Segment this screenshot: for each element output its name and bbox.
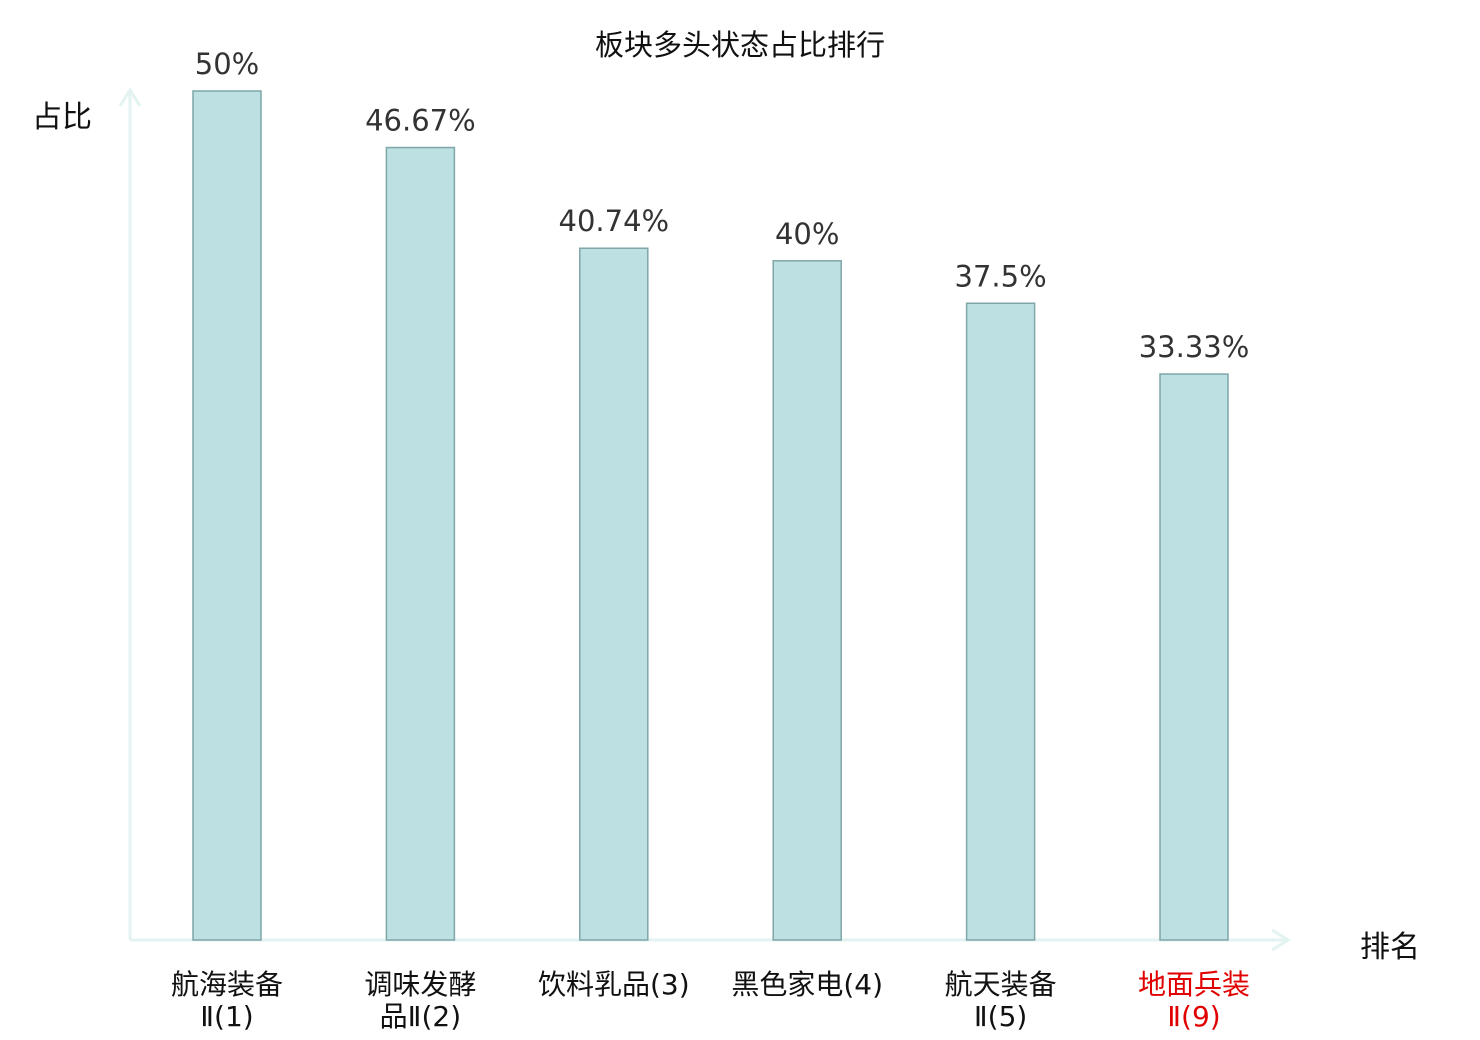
bars: 50% 航海装备 Ⅱ(1) 46.67% 调味发酵品Ⅱ(2) 40.74% 饮料乳品(3) 4… <box>171 47 1250 1033</box>
x-tick-label-line: 航天装备 <box>945 968 1057 1001</box>
x-tick-label-line: 地面兵装 <box>1138 968 1250 1001</box>
x-axis-arrow-icon <box>1271 928 1291 952</box>
x-tick-label: 航海装备 Ⅱ(1) <box>171 968 283 1033</box>
y-axis-label: 占比 <box>32 100 92 135</box>
bar <box>965 302 1036 941</box>
data-label: 37.5% <box>955 259 1047 293</box>
data-label: 50% <box>195 47 259 81</box>
data-label: 46.67% <box>365 104 476 138</box>
x-tick-label-line: Ⅱ(5) <box>974 1000 1027 1033</box>
chart-title: 板块多头状态占比排行 <box>594 28 885 62</box>
data-label: 40% <box>775 217 839 251</box>
data-label: 40.74% <box>559 204 670 238</box>
bar <box>579 247 649 941</box>
x-tick-label: 饮料乳品(3) <box>538 968 690 1001</box>
x-tick-label: 调味发酵品Ⅱ(2) <box>364 968 476 1033</box>
x-tick-label-line: Ⅱ(9) <box>1167 1000 1220 1033</box>
x-axis-label: 排名 <box>1360 930 1420 965</box>
x-tick-label-line: 黑色家电(4) <box>731 968 883 1001</box>
x-tick-label-line: Ⅱ(1) <box>200 1000 253 1033</box>
x-tick-label-line: 饮料乳品(3) <box>538 968 690 1001</box>
bar <box>772 260 842 941</box>
bar <box>192 90 262 941</box>
x-tick-label: 黑色家电(4) <box>731 968 883 1001</box>
x-tick-label-line: 品Ⅱ(2) <box>380 1000 461 1033</box>
y-axis-arrow-icon <box>118 87 142 107</box>
x-tick-label-line: 调味发酵 <box>364 968 476 1001</box>
data-label: 33.33% <box>1139 330 1250 364</box>
bar <box>385 146 456 941</box>
bar <box>1159 373 1229 941</box>
x-tick-label-line: 航海装备 <box>171 968 283 1001</box>
x-tick-label: 地面兵装 Ⅱ(9) <box>1138 968 1250 1033</box>
axes <box>118 87 1291 952</box>
x-tick-label: 航天装备 Ⅱ(5) <box>945 968 1057 1033</box>
